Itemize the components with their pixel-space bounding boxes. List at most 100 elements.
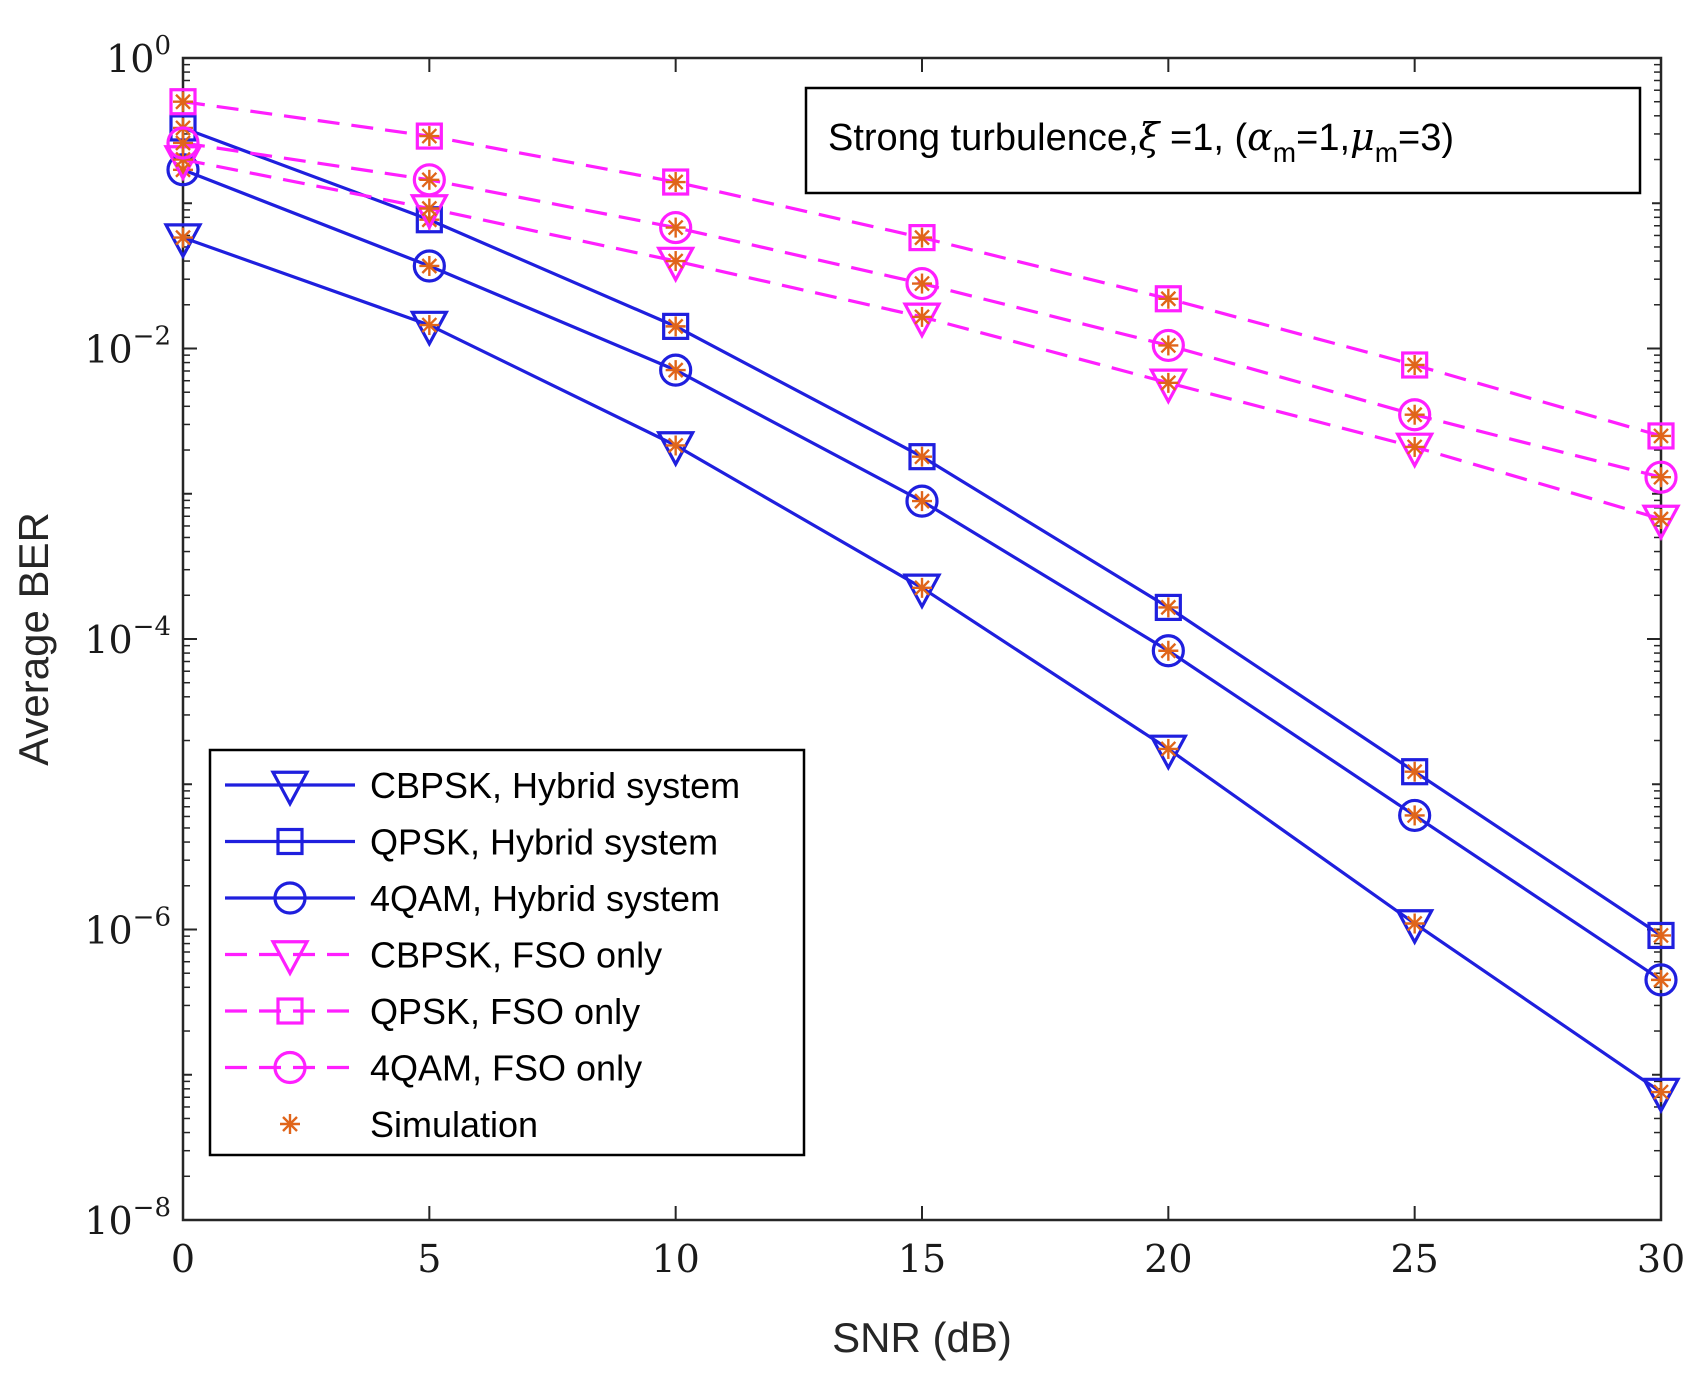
asterisk-stroke [421,128,438,144]
asterisk-stroke [914,579,930,596]
asterisk-stroke [914,309,930,325]
x-tick-label: 10 [651,1237,699,1281]
asterisk-stroke [1406,763,1423,780]
y-tick-label: 10−2 [84,322,171,372]
x-axis-title: SNR (dB) [832,1314,1012,1361]
simulation-point [665,435,686,456]
asterisk-stroke [667,362,684,378]
simulation-point [1651,425,1671,446]
legend-entry: 4QAM, Hybrid system [225,878,720,919]
simulation-point [1158,372,1179,393]
simulation-point [1651,509,1671,530]
annotation-xi: ξ [1139,115,1162,159]
asterisk-stroke [1406,406,1423,423]
simulation-point [1158,738,1179,759]
asterisk-stroke [1406,357,1423,373]
series-4 [169,88,1675,450]
data-point [655,431,696,468]
annotation-frame [804,86,1642,195]
asterisk-stroke [421,317,438,333]
annotation-sub-m1: m [1273,137,1296,168]
data-point [905,266,939,301]
simulation-point [665,217,686,238]
simulation-point [912,491,932,512]
annotation-box: Strong turbulence,ξ =1, (αm=1,μm=3) [804,86,1642,195]
y-tick-base: 10 [84,328,132,372]
data-point [655,246,696,284]
legend-entry: CBPSK, FSO only [225,935,662,977]
legend-label: CBPSK, FSO only [370,935,662,976]
legend-entry: QPSK, Hybrid system [225,822,718,863]
legend-label: CBPSK, Hybrid system [370,765,740,806]
legend-label: QPSK, Hybrid system [370,822,718,863]
simulation-point [912,306,932,327]
data-point [1398,398,1432,432]
simulation-point [1404,913,1425,934]
data-point [412,163,446,197]
data-point [166,126,200,160]
x-tick-label: 5 [417,1237,441,1281]
asterisk-stroke [1160,290,1177,307]
legend-label: 4QAM, Hybrid system [370,878,720,919]
simulation-point [419,198,440,219]
asterisk-stroke [1653,511,1669,527]
series-3 [163,145,1681,542]
data-point [1401,758,1429,786]
asterisk-stroke [1406,807,1423,824]
asterisk-stroke [175,135,191,151]
asterisk-stroke [1160,337,1177,354]
simulation-point [665,316,686,337]
y-tick-exp: −8 [133,1193,171,1223]
y-tick-exp: −4 [133,612,171,642]
asterisk-stroke [914,275,930,292]
y-tick-base: 10 [84,1199,132,1243]
y-tick-base: 10 [106,37,154,81]
data-point [1154,285,1182,313]
legend-marker [280,1114,300,1134]
legend-marker [273,881,307,915]
legend-marker [273,1050,307,1085]
simulation-point [665,251,686,272]
simulation-point [173,227,193,248]
data-point [1394,432,1435,470]
simulation-point [1651,925,1671,946]
data-point [163,223,203,260]
data-point [415,122,443,150]
y-tick-base: 10 [84,618,132,662]
series-0 [163,223,1681,1115]
legend: CBPSK, Hybrid system QPSK, Hybrid system 4… [208,748,806,1157]
simulation-point [912,446,932,467]
y-tick-exp: 0 [154,31,171,61]
asterisk-stroke [1160,642,1177,659]
simulation-point [1651,969,1671,990]
data-point [1151,634,1185,668]
simulation-point [665,360,686,381]
x-tick-label: 30 [1637,1237,1685,1281]
data-point [662,168,690,196]
data-point [1394,909,1435,946]
asterisk-stroke [421,171,438,188]
legend-entry: QPSK, FSO only [225,991,640,1032]
data-point [1641,504,1681,542]
series-layer [163,88,1681,1115]
data-point [902,302,942,339]
data-point [659,353,693,387]
data-point [169,88,197,116]
legend-label: Simulation [370,1104,538,1145]
annotation-text: Strong turbulence,ξ =1, (αm=1,μm=3) [828,115,1454,168]
data-point [1148,368,1189,405]
legend-marker [276,827,304,856]
data-point [1401,351,1429,379]
asterisk-stroke [914,493,930,509]
asterisk-stroke [1653,1084,1669,1100]
asterisk-stroke [175,229,191,246]
legend-entry: CBPSK, Hybrid system [225,765,740,808]
annotation-alpha-eq: =1, [1296,117,1350,159]
asterisk-stroke [667,253,684,269]
simulation-point [1158,288,1179,309]
annotation-mu-eq: =3) [1398,117,1454,159]
data-point [1644,460,1678,494]
data-point [1148,734,1189,772]
